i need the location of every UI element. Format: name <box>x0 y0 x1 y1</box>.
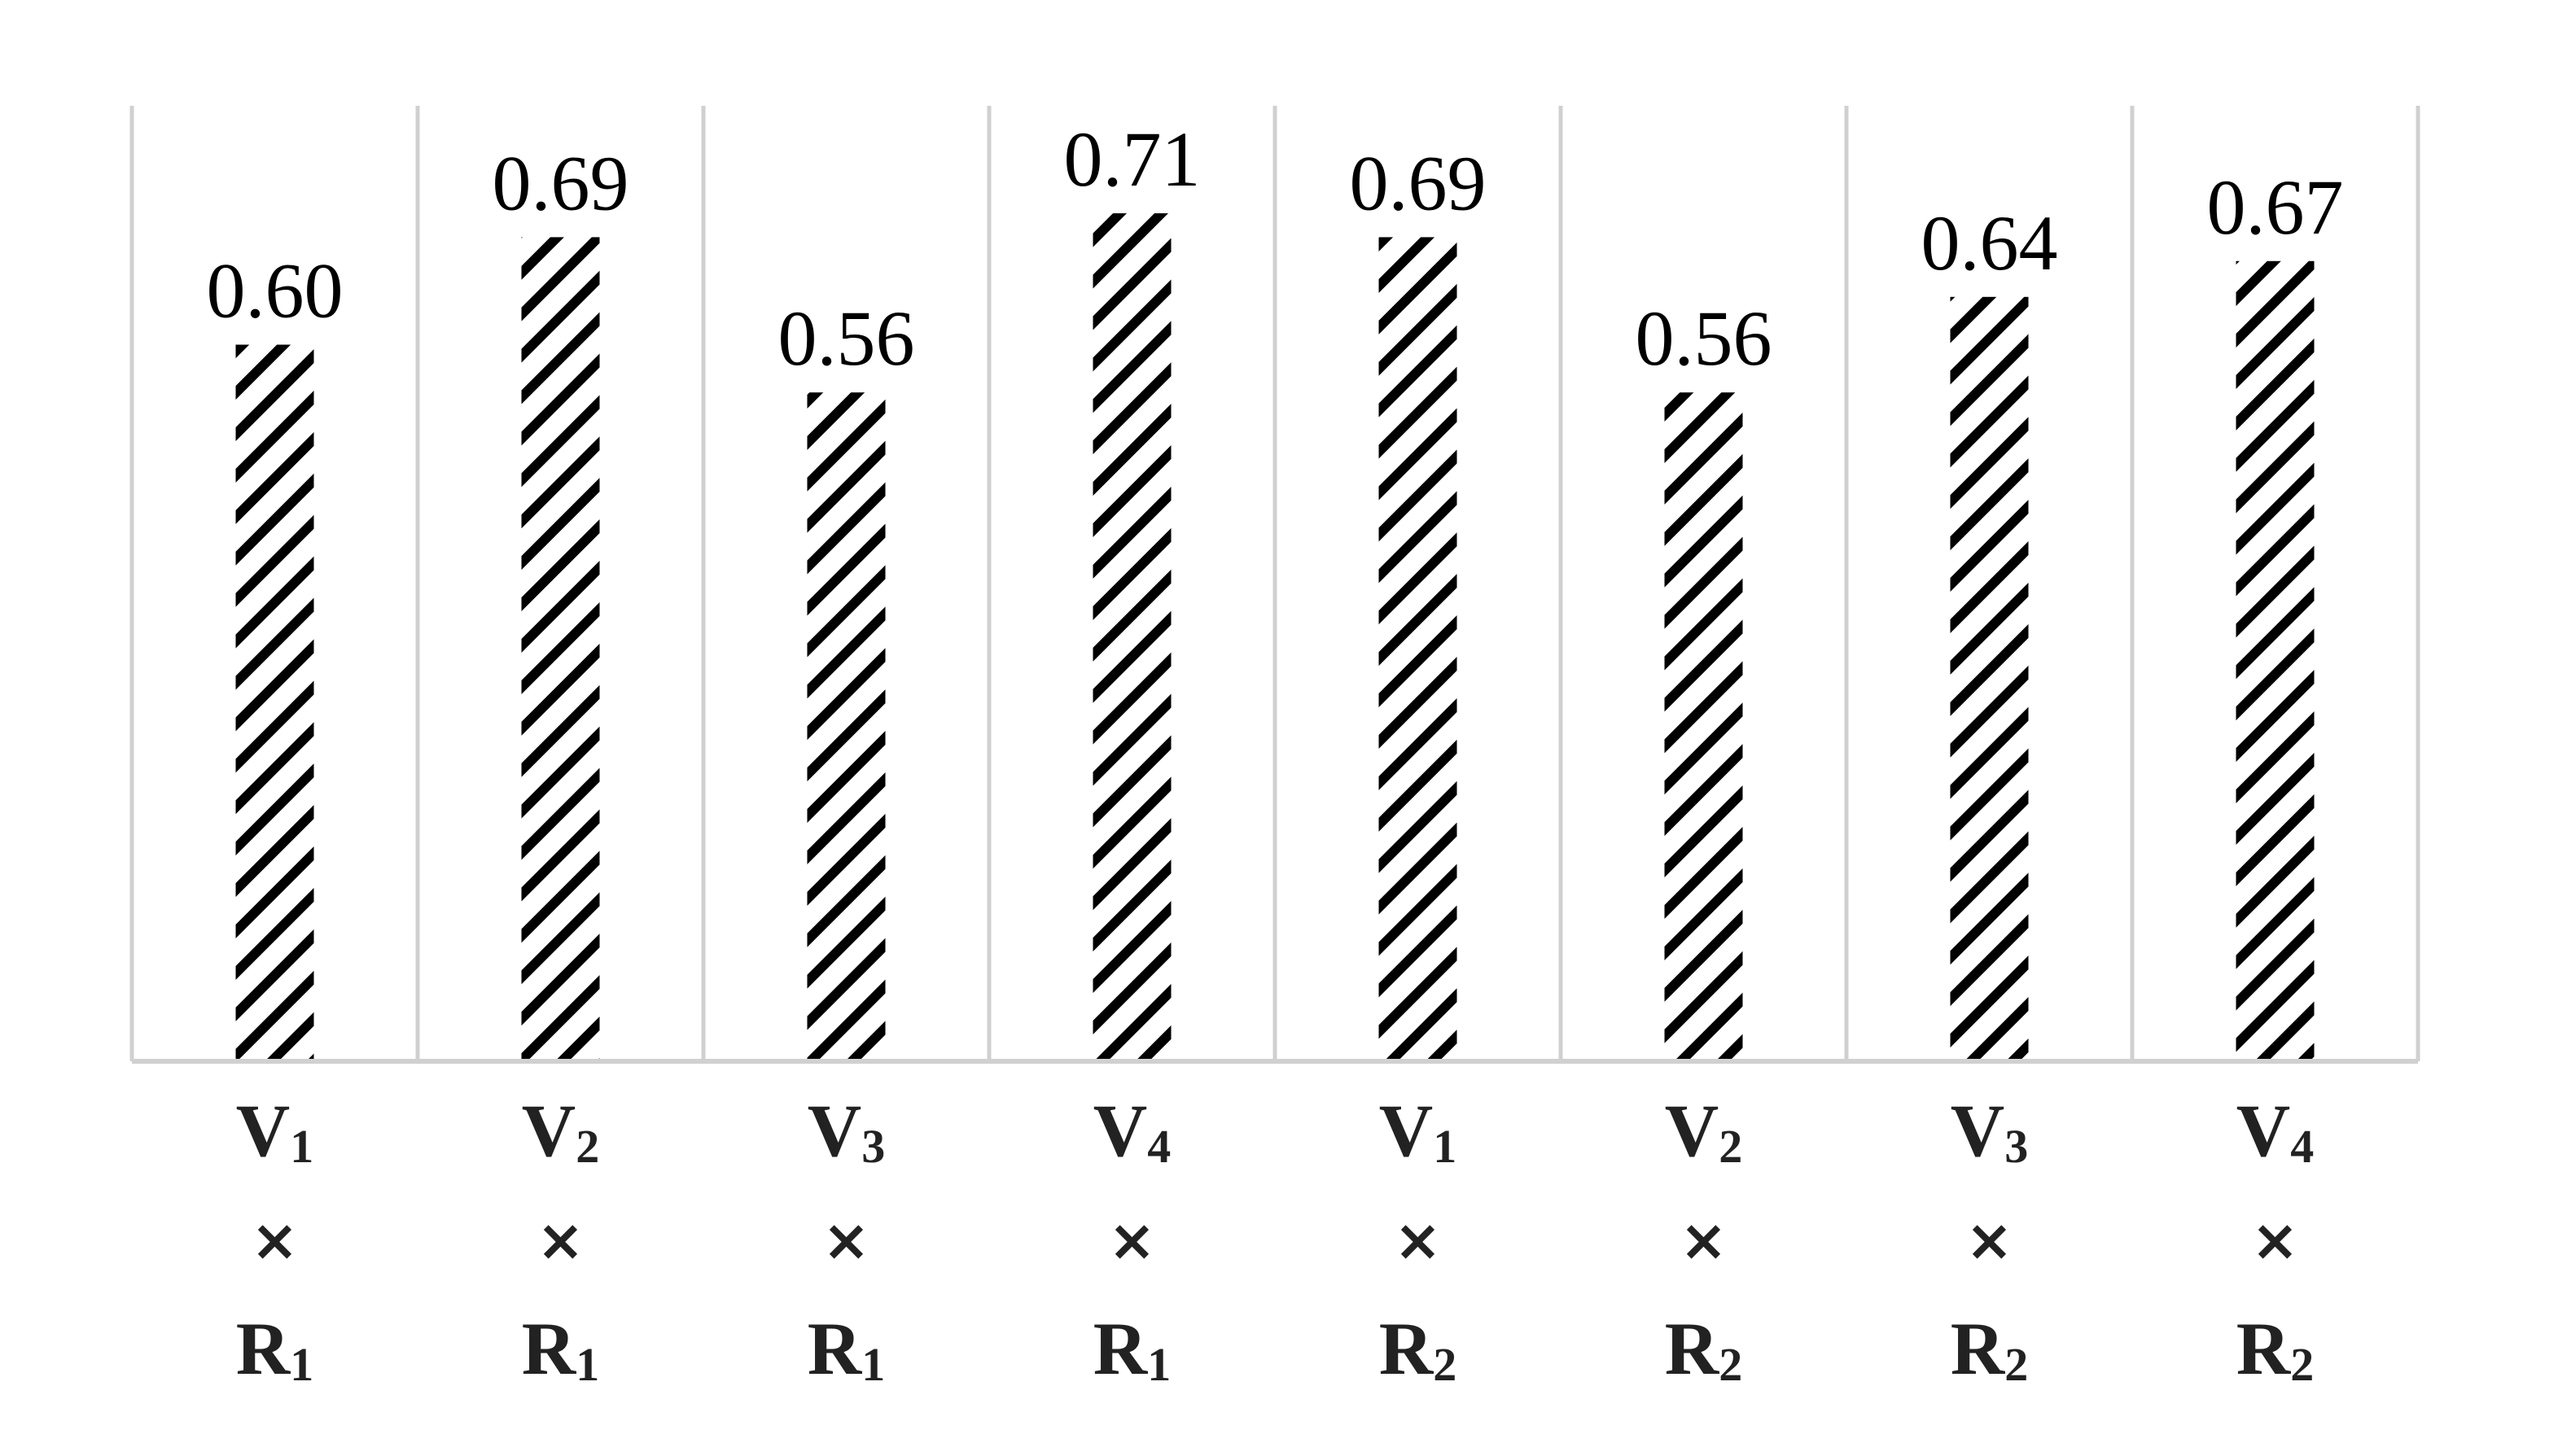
value-labels: 0.60 0.69 0.56 0.71 0.69 0.56 0.64 0.67 <box>207 116 2344 382</box>
bar <box>1664 392 1743 1061</box>
tick-label-times: × <box>251 1207 299 1274</box>
data-label: 0.69 <box>1350 139 1487 226</box>
tick-label: V3 <box>1951 1089 2028 1173</box>
bar <box>235 344 314 1061</box>
tick-label: V2 <box>522 1089 599 1173</box>
tick-label-times: × <box>1108 1207 1156 1274</box>
data-label: 0.60 <box>207 247 344 334</box>
data-label: 0.69 <box>493 139 629 226</box>
bar <box>1378 237 1457 1061</box>
tick-label: R2 <box>2236 1307 2314 1391</box>
tick-label: V3 <box>808 1089 885 1173</box>
data-label: 0.71 <box>1064 116 1201 203</box>
tick-label: R1 <box>236 1307 313 1391</box>
tick-label: V1 <box>1379 1089 1456 1173</box>
bar <box>521 237 600 1061</box>
data-label: 0.56 <box>1636 295 1772 382</box>
data-label: 0.64 <box>1921 199 2058 286</box>
tick-label: V4 <box>2236 1089 2314 1173</box>
bar <box>2236 260 2315 1061</box>
tick-label: V2 <box>1665 1089 1742 1173</box>
bars <box>235 213 2315 1062</box>
data-label: 0.56 <box>778 295 915 382</box>
tick-label-times: × <box>537 1207 585 1274</box>
tick-label: V1 <box>236 1089 313 1173</box>
tick-label-times: × <box>822 1207 870 1274</box>
data-label: 0.67 <box>2207 164 2344 251</box>
tick-label: V4 <box>1093 1089 1171 1173</box>
grid-lines <box>129 106 2420 1061</box>
bar <box>1950 296 2029 1061</box>
bar <box>807 392 886 1061</box>
tick-label-times: × <box>2251 1207 2299 1274</box>
tick-label: R1 <box>522 1307 599 1391</box>
tick-label: R1 <box>1093 1307 1171 1391</box>
tick-label: R2 <box>1379 1307 1456 1391</box>
tick-label: R2 <box>1665 1307 1742 1391</box>
tick-label-times: × <box>1965 1207 2013 1274</box>
bar <box>1093 213 1172 1062</box>
tick-label: R1 <box>808 1307 885 1391</box>
tick-label: R2 <box>1951 1307 2028 1391</box>
tick-label-times: × <box>1394 1207 1442 1274</box>
tick-label-times: × <box>1680 1207 1728 1274</box>
category-labels: V1 × R1 V2 × R1 V3 × R1 V4 × R1 V1 × R2 V2 × R2 V3 × R2 V4 × R2 <box>236 1089 2314 1391</box>
